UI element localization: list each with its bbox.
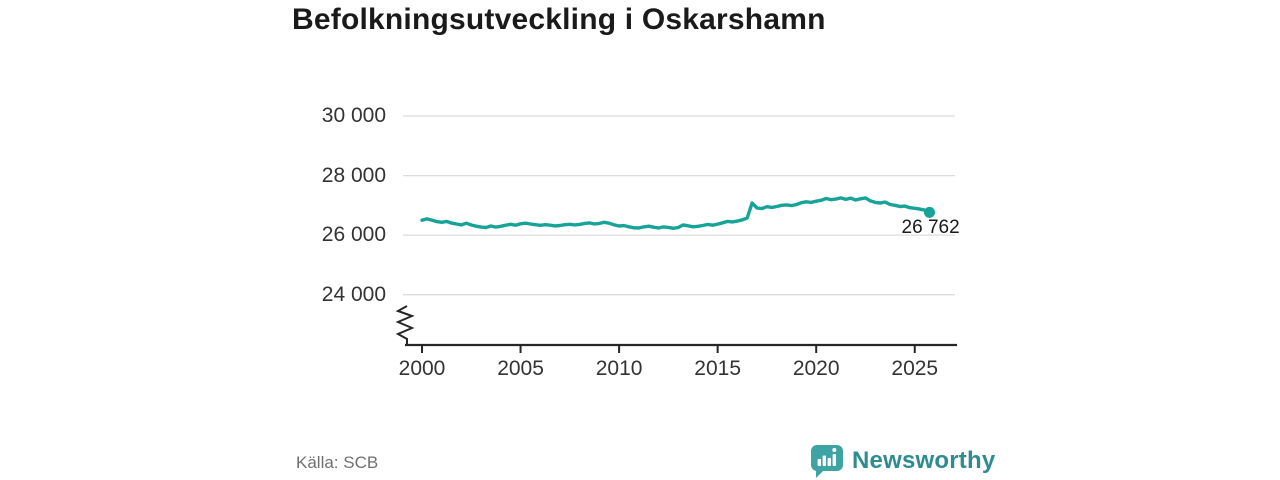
bar-chart-speech-bubble-icon: [810, 445, 843, 478]
chart-title: Befolkningsutveckling i Oskarshamn: [292, 3, 826, 36]
x-tick-label: 2005: [497, 357, 544, 380]
latest-value-label: 26 762: [901, 217, 960, 239]
newsworthy-logo: Newsworthy: [809, 443, 995, 479]
y-tick-label: 26 000: [321, 223, 386, 247]
x-tick-label: 2015: [694, 357, 741, 380]
y-tick-label: 24 000: [321, 282, 386, 306]
latest-value-dot: [924, 206, 935, 218]
y-axis-break-icon: [395, 305, 415, 344]
x-tick-label: 2000: [398, 357, 446, 380]
population-line-series: [420, 196, 932, 231]
y-tick-label: 30 000: [321, 104, 386, 127]
x-tick-label: 2020: [792, 357, 840, 380]
brand-name: Newsworthy: [852, 447, 996, 474]
source-label: Källa: SCB: [296, 453, 379, 472]
y-tick-label: 28 000: [321, 163, 386, 187]
x-tick-label: 2010: [595, 357, 643, 380]
x-tick-label: 2025: [891, 357, 939, 380]
